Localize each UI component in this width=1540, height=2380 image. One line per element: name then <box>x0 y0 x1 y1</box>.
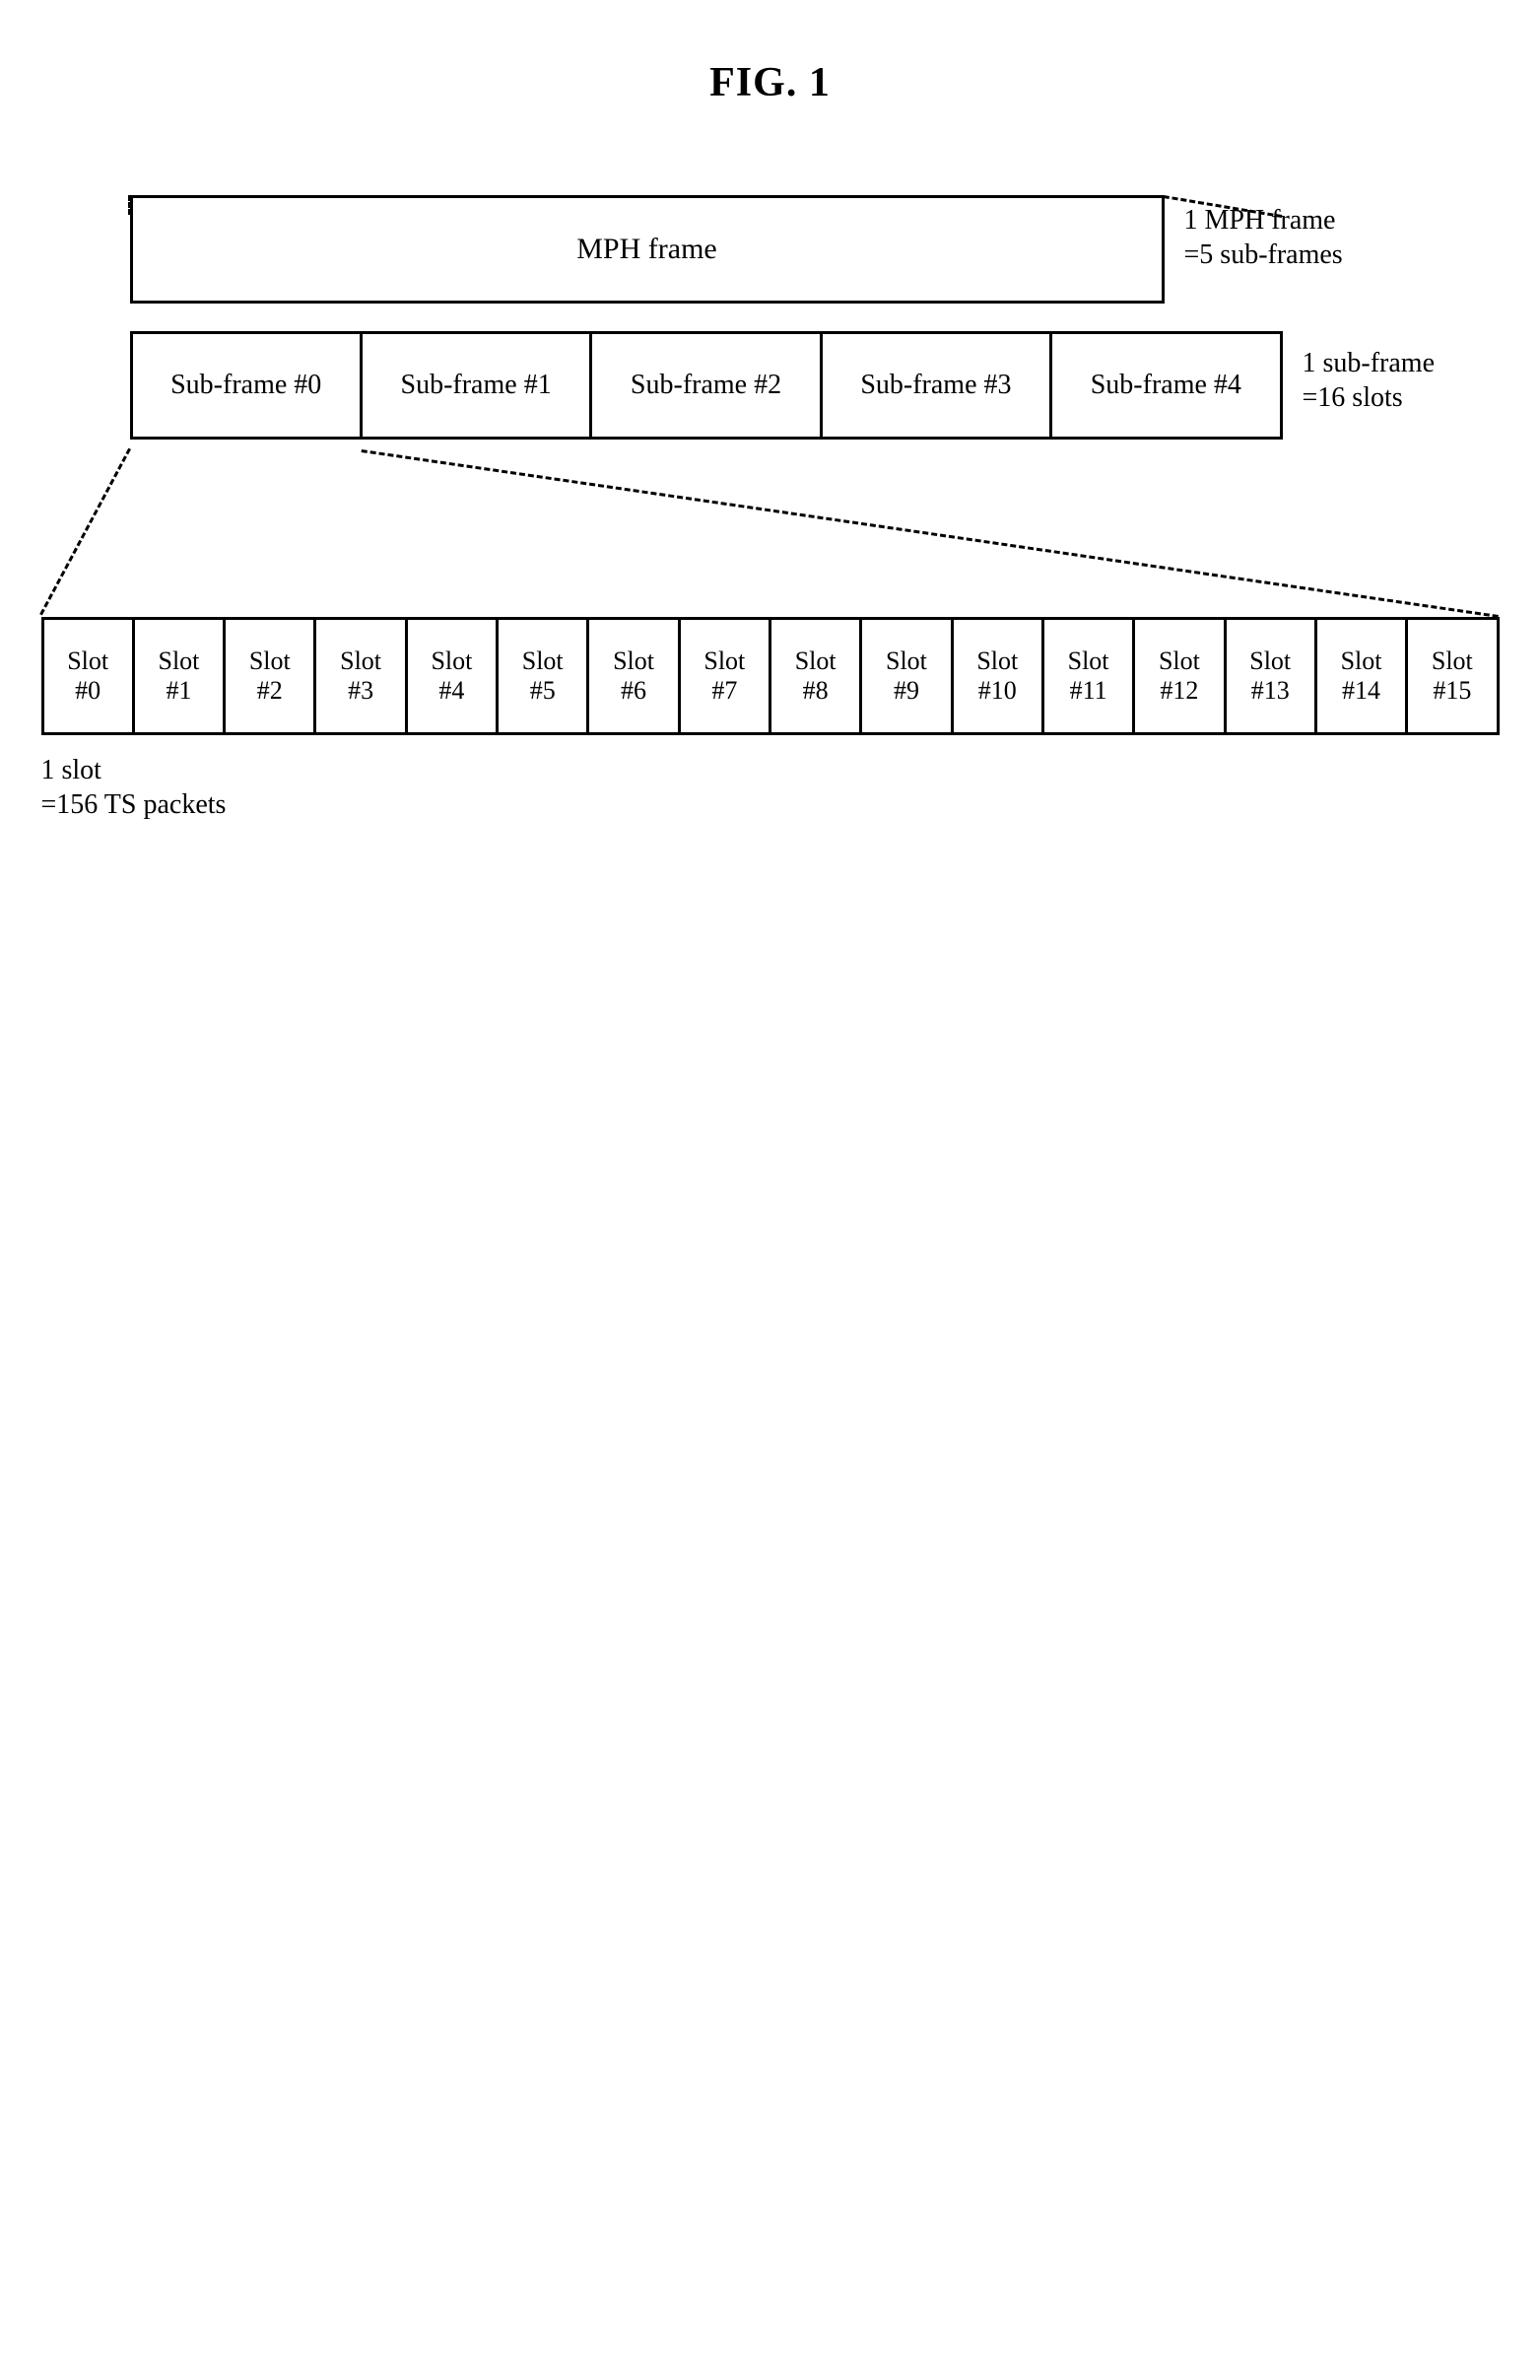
slot-footnote-line1: 1 slot <box>41 753 1500 787</box>
gap-2 <box>41 449 1500 617</box>
mph-right-line2: =5 sub-frames <box>1184 238 1343 272</box>
slot-cell-line2: #15 <box>1433 676 1471 706</box>
slot-cell-line2: #4 <box>438 676 464 706</box>
slot-cell: Slot#5 <box>499 620 589 732</box>
slot-cell: Slot#12 <box>1135 620 1226 732</box>
subframe-cell: Sub-frame #1 <box>363 334 592 437</box>
slot-bar: Slot#0Slot#1Slot#2Slot#3Slot#4Slot#5Slot… <box>41 617 1500 735</box>
slot-cell-line1: Slot <box>795 646 837 676</box>
slot-cell: Slot#0 <box>44 620 135 732</box>
mph-frame-label: MPH frame <box>576 233 716 266</box>
slot-cell-line2: #2 <box>257 676 283 706</box>
gap-1 <box>41 313 1500 331</box>
subframe-right-line2: =16 slots <box>1303 380 1436 415</box>
slot-cell-line2: #5 <box>530 676 556 706</box>
subframe-bar: Sub-frame #0 Sub-frame #1 Sub-frame #2 Sub-… <box>130 331 1283 440</box>
slot-cell: Slot#14 <box>1317 620 1408 732</box>
slot-cell-line2: #10 <box>978 676 1017 706</box>
subframe-cell: Sub-frame #2 <box>592 334 822 437</box>
slot-cell-line1: Slot <box>431 646 472 676</box>
subframe-cell-label: Sub-frame #1 <box>401 370 552 401</box>
slot-cell-line1: Slot <box>1432 646 1473 676</box>
subframe-cell-label: Sub-frame #4 <box>1091 370 1241 401</box>
slot-cell: Slot#1 <box>135 620 226 732</box>
slot-cell-line2: #11 <box>1070 676 1107 706</box>
slot-cell-line1: Slot <box>1159 646 1200 676</box>
expansion-dash-line <box>128 195 131 215</box>
subframe-right-label: 1 sub-frame =16 slots <box>1303 346 1436 415</box>
slot-footnote-line2: =156 TS packets <box>41 787 1500 822</box>
slot-cell-line2: #0 <box>75 676 100 706</box>
slot-cell-line2: #3 <box>348 676 373 706</box>
slot-cell: Slot#6 <box>589 620 680 732</box>
slot-cell: Slot#8 <box>771 620 862 732</box>
expansion-dash-line <box>39 448 131 615</box>
slot-cell-line2: #6 <box>621 676 646 706</box>
slot-cell-line2: #13 <box>1251 676 1290 706</box>
slot-cell-line1: Slot <box>886 646 927 676</box>
slot-cell: Slot#2 <box>226 620 316 732</box>
mph-right-line1: 1 MPH frame <box>1184 203 1343 238</box>
subframe-right-line1: 1 sub-frame <box>1303 346 1436 380</box>
slot-cell: Slot#11 <box>1044 620 1135 732</box>
slot-cell-line2: #9 <box>894 676 919 706</box>
subframe-cell-label: Sub-frame #3 <box>860 370 1011 401</box>
slot-cell: Slot#13 <box>1227 620 1317 732</box>
slot-cell-line1: Slot <box>976 646 1018 676</box>
slot-cell: Slot#10 <box>954 620 1044 732</box>
subframe-cell-label: Sub-frame #0 <box>170 370 321 401</box>
slot-cell-line1: Slot <box>522 646 564 676</box>
slot-cell: Slot#7 <box>681 620 771 732</box>
expansion-dash-line <box>361 449 1498 618</box>
tier-mph: MPH frame 1 MPH frame =5 sub-frames <box>41 195 1500 304</box>
slot-cell-line2: #12 <box>1160 676 1198 706</box>
subframe-cell-label: Sub-frame #2 <box>631 370 781 401</box>
subframe-cell: Sub-frame #3 <box>823 334 1052 437</box>
slot-cell: Slot#9 <box>862 620 953 732</box>
slot-cell-line1: Slot <box>1249 646 1291 676</box>
subframe-cell: Sub-frame #4 <box>1052 334 1279 437</box>
mph-frame-bar: MPH frame <box>130 195 1165 304</box>
slot-cell-line1: Slot <box>703 646 745 676</box>
slot-cell: Slot#3 <box>316 620 407 732</box>
slot-cell-line1: Slot <box>249 646 291 676</box>
tier-subframes: Sub-frame #0 Sub-frame #1 Sub-frame #2 Sub-… <box>41 331 1500 440</box>
diagram-stage: MPH frame 1 MPH frame =5 sub-frames Sub-… <box>41 195 1500 822</box>
subframe-cell: Sub-frame #0 <box>133 334 363 437</box>
slot-cell-line1: Slot <box>67 646 108 676</box>
slot-cell-line1: Slot <box>1068 646 1109 676</box>
slot-cell-line2: #1 <box>166 676 191 706</box>
figure-title: FIG. 1 <box>41 59 1500 106</box>
slot-cell-line1: Slot <box>340 646 381 676</box>
slot-cell-line2: #14 <box>1342 676 1380 706</box>
slot-cell-line2: #7 <box>711 676 737 706</box>
slot-cell-line1: Slot <box>159 646 200 676</box>
slot-cell: Slot#4 <box>408 620 499 732</box>
figure-container: FIG. 1 MPH frame 1 MPH frame =5 sub-fram… <box>41 59 1500 822</box>
slot-cell-line1: Slot <box>1341 646 1382 676</box>
slot-cell: Slot#15 <box>1408 620 1496 732</box>
slot-cell-line1: Slot <box>613 646 654 676</box>
tier-slots: Slot#0Slot#1Slot#2Slot#3Slot#4Slot#5Slot… <box>41 617 1500 735</box>
slot-footnote: 1 slot =156 TS packets <box>41 753 1500 822</box>
slot-cell-line2: #8 <box>803 676 829 706</box>
